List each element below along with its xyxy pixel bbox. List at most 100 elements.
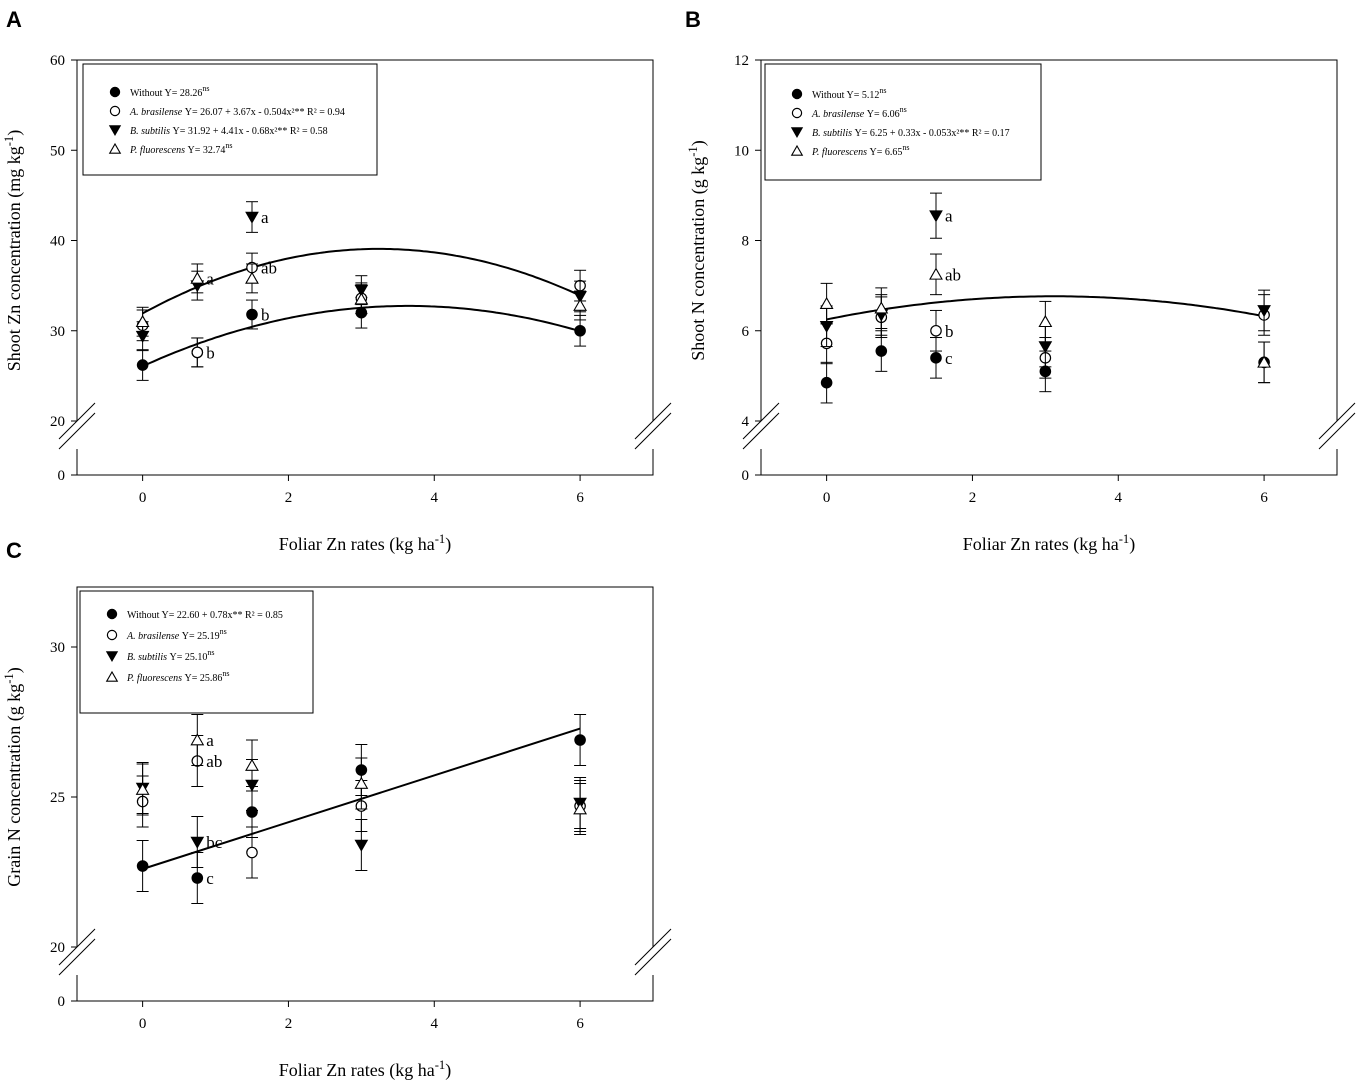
- legend-item: B. subtilis Y= 25.10ns: [105, 648, 215, 663]
- y-tick-label: 60: [50, 53, 65, 69]
- y-axis-break-right: [634, 402, 672, 450]
- x-tick-label: 4: [431, 490, 439, 506]
- legend-item: B. subtilis Y= 31.92 + 4.41x - 0.68x²** …: [108, 125, 328, 137]
- significance-letter: c: [945, 349, 953, 368]
- legend-marker: [106, 629, 118, 641]
- legend-item: A. brasilense Y= 26.07 + 3.67x - 0.504x²…: [109, 105, 345, 118]
- data-point: [573, 298, 588, 311]
- series-open-triangle-up: [819, 253, 1272, 384]
- data-point: [191, 872, 204, 884]
- series-open-triangle-up: [135, 714, 588, 835]
- y-tick-label: 50: [50, 143, 65, 159]
- x-tick-label: 6: [576, 490, 584, 506]
- data-point: [574, 324, 586, 337]
- x-axis-title: Foliar Zn rates (kg ha-1): [279, 532, 451, 555]
- data-point: [190, 271, 205, 284]
- legend-marker: [790, 127, 804, 139]
- legend-item: P. fluorescens Y= 25.86ns: [105, 669, 230, 684]
- data-point: [874, 301, 889, 314]
- x-tick-label: 4: [1115, 490, 1123, 506]
- y-tick-label: 30: [50, 324, 65, 340]
- legend-item: A. brasilense Y= 25.19ns: [106, 627, 227, 642]
- legend-item: A. brasilense Y= 6.06ns: [791, 105, 907, 120]
- legend-label: Without Y= 28.26ns: [130, 84, 210, 99]
- data-point: [354, 776, 369, 789]
- data-point: [929, 267, 943, 280]
- legend-marker: [791, 88, 803, 100]
- x-tick-label: 4: [431, 1016, 439, 1032]
- legend-label: A. brasilense Y= 6.06ns: [811, 105, 907, 120]
- legend-label: P. fluorescens Y= 25.86ns: [126, 669, 230, 684]
- legend-item: B. subtilis Y= 6.25 + 0.33x - 0.053x²** …: [790, 127, 1010, 139]
- x-tick-label: 2: [285, 490, 293, 506]
- legend-marker: [105, 651, 119, 663]
- y-axis-break-right: [1318, 402, 1356, 450]
- data-point: [354, 292, 369, 305]
- significance-letter: a: [206, 269, 214, 288]
- legend-label: A. brasilense Y= 26.07 + 3.67x - 0.504x²…: [129, 107, 345, 118]
- data-point: [819, 296, 834, 310]
- legend-label: Without Y= 22.60 + 0.78x** R² = 0.85: [127, 610, 283, 621]
- x-tick-label: 2: [969, 490, 977, 506]
- legend-marker: [105, 670, 119, 682]
- significance-letter: c: [206, 869, 214, 888]
- significance-letter: a: [261, 208, 269, 227]
- panel-a: A 20 30 40 50 60 0 0 2 4 6 Foliar Zn rates (kg ha-1…: [2, 7, 672, 555]
- y-axis-break-right: [634, 928, 672, 976]
- y-tick-label: 12: [734, 53, 749, 69]
- data-point: [191, 346, 204, 359]
- legend-label: B. subtilis Y= 6.25 + 0.33x - 0.053x²** …: [812, 128, 1010, 139]
- data-point: [135, 314, 150, 328]
- significance-letter: bc: [206, 833, 223, 852]
- data-point: [246, 846, 258, 859]
- legend-marker: [108, 125, 122, 137]
- legend-item: P. fluorescens Y= 6.65ns: [790, 143, 910, 158]
- data-point: [136, 359, 149, 371]
- panel-b: B 4 6 8 10 12 0 0 2 4 6 Foliar Zn rates (kg ha-1) Sh…: [685, 7, 1356, 555]
- legend-marker: [106, 608, 118, 620]
- legend-item: P. fluorescens Y= 32.74ns: [108, 141, 233, 156]
- y-tick-label: 8: [742, 234, 750, 250]
- data-point: [930, 352, 942, 364]
- significance-letter: b: [261, 306, 270, 325]
- data-point: [875, 345, 888, 357]
- legend-marker: [108, 142, 122, 154]
- data-point: [574, 734, 586, 746]
- fit-curve: [826, 295, 1265, 321]
- significance-letter: ab: [206, 752, 222, 771]
- legend-marker: [109, 105, 121, 117]
- data-point: [135, 782, 150, 795]
- legend-label: B. subtilis Y= 25.10ns: [127, 648, 215, 663]
- y-tick-label-zero: 0: [742, 468, 750, 484]
- panel-label: A: [6, 7, 22, 32]
- legend-label: B. subtilis Y= 31.92 + 4.41x - 0.68x²** …: [130, 126, 328, 137]
- y-tick-label: 10: [734, 143, 749, 159]
- y-tick-label: 20: [50, 414, 65, 430]
- y-axis-title: Shoot N concentration (g kg-1): [686, 140, 709, 360]
- fit-curve: [142, 247, 581, 315]
- panel-label: C: [6, 538, 22, 563]
- x-tick-label: 2: [285, 1016, 293, 1032]
- data-point: [245, 211, 259, 224]
- legend-item: Without Y= 22.60 + 0.78x** R² = 0.85: [106, 608, 283, 621]
- data-point: [190, 733, 205, 746]
- series-open-triangle-up: [135, 263, 588, 337]
- plot-frame: [76, 586, 654, 1002]
- x-tick-label: 0: [823, 490, 831, 506]
- y-tick-label: 20: [50, 940, 65, 956]
- legend-item: Without Y= 28.26ns: [109, 84, 210, 99]
- y-axis-title: Shoot Zn concentration (mg kg-1): [2, 130, 25, 371]
- significance-letter: b: [945, 322, 954, 341]
- x-tick-label: 0: [139, 1016, 147, 1032]
- series-filled-circle: [136, 714, 587, 904]
- y-tick-label: 4: [742, 414, 750, 430]
- y-tick-label-zero: 0: [58, 468, 66, 484]
- y-tick-label: 30: [50, 640, 65, 656]
- legend-marker: [791, 107, 803, 119]
- legend-label: Without Y= 5.12ns: [812, 86, 887, 101]
- legend: Without Y= 22.60 + 0.78x** R² = 0.85 A. b…: [79, 590, 314, 714]
- legend-label: A. brasilense Y= 25.19ns: [126, 627, 227, 642]
- y-tick-label: 6: [742, 324, 750, 340]
- x-tick-label: 6: [576, 1016, 584, 1032]
